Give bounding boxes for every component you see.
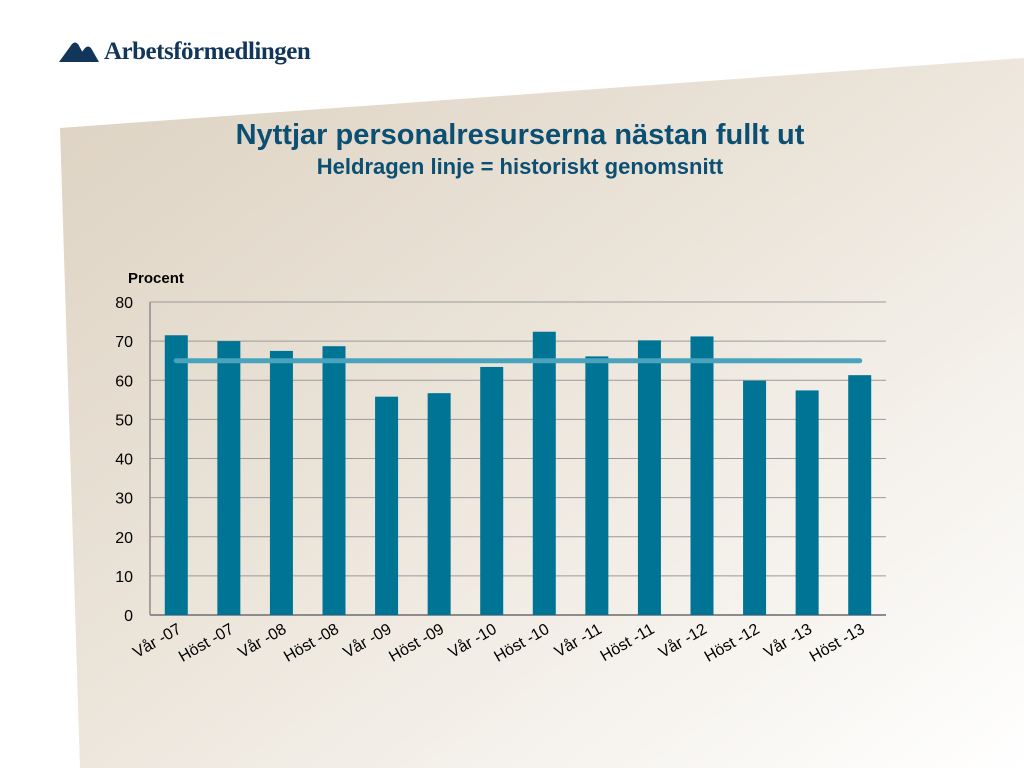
logo-text: Arbetsförmedlingen: [104, 38, 311, 65]
x-tick-label: Höst -11: [598, 621, 658, 665]
bar: [322, 346, 346, 615]
bar: [269, 350, 293, 615]
y-axis-label: Procent: [128, 270, 184, 287]
x-tick-label: Höst -13: [807, 621, 868, 666]
bar: [375, 396, 399, 615]
x-tick-label: Vår -11: [551, 620, 604, 661]
bar: [848, 375, 872, 615]
x-tick-label: Höst -08: [281, 621, 342, 666]
y-tick-label: 30: [115, 491, 133, 508]
x-tick-label: Vår -09: [340, 620, 395, 662]
y-tick-label: 0: [124, 608, 133, 625]
x-tick-label: Vår -13: [761, 620, 816, 662]
x-tick-label: Vår -12: [656, 620, 711, 662]
bar: [637, 340, 661, 615]
x-tick-label: Höst -10: [491, 621, 552, 666]
y-tick-label: 20: [115, 530, 133, 547]
bar: [585, 356, 609, 615]
title-block: Nyttjar personalresurserna nästan fullt …: [60, 118, 980, 182]
bar: [217, 341, 241, 615]
bar: [532, 331, 556, 615]
y-tick-label: 70: [115, 334, 133, 351]
arbetsformedlingen-swoosh-icon: [59, 42, 99, 62]
logo: Arbetsförmedlingen: [58, 38, 311, 66]
y-tick-label: 40: [115, 452, 133, 469]
y-tick-label: 60: [115, 373, 133, 390]
bar: [427, 393, 451, 615]
y-tick-label: 80: [115, 295, 133, 312]
x-tick-label: Vår -08: [235, 620, 290, 662]
x-tick-label: Vår -10: [445, 620, 500, 662]
page-subtitle: Heldragen linje = historiskt genomsnitt: [316, 154, 724, 179]
bar: [164, 335, 188, 615]
bar: [743, 380, 767, 615]
x-tick-label: Vår -07: [130, 620, 185, 662]
y-tick-label: 10: [115, 569, 133, 586]
y-tick-label: 50: [115, 412, 133, 429]
x-tick-label: Höst -09: [386, 621, 447, 666]
x-tick-label: Höst -12: [702, 621, 763, 666]
page-title: Nyttjar personalresurserna nästan fullt …: [235, 119, 805, 151]
bar: [690, 336, 714, 615]
bar: [480, 366, 504, 615]
x-tick-label: Höst -07: [176, 621, 237, 666]
bar: [795, 390, 819, 615]
